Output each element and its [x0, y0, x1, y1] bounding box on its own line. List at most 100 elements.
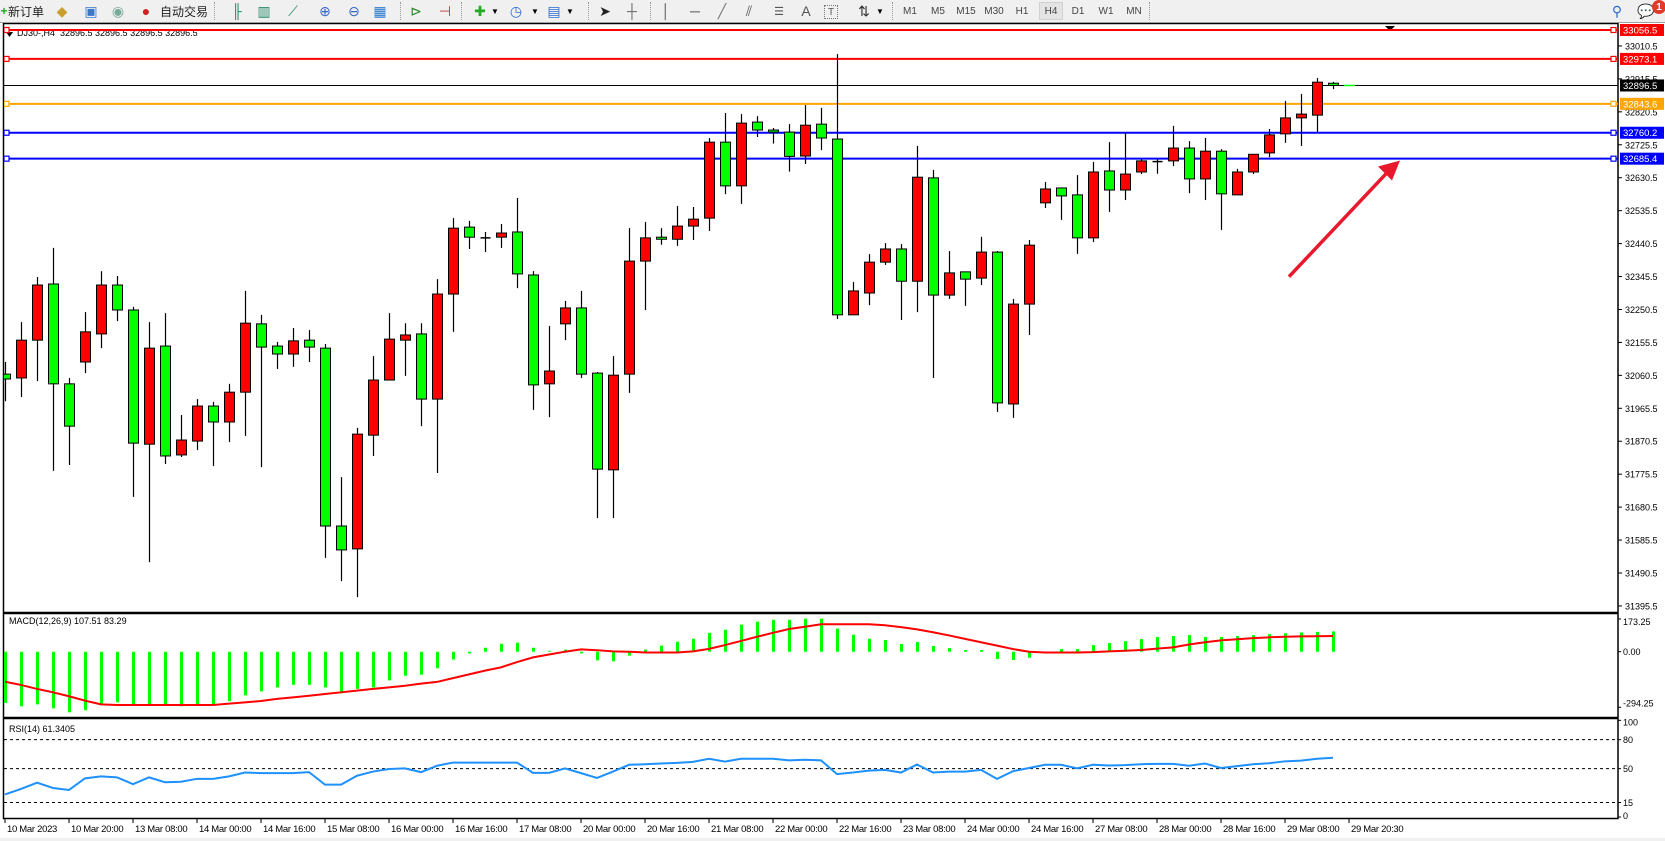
candlesticks-icon[interactable]: ▥ [257, 2, 271, 19]
time-label: 10 Mar 20:00 [71, 824, 123, 835]
candle-body [736, 122, 747, 187]
candle [112, 276, 123, 322]
text-label-icon[interactable]: T [824, 5, 838, 19]
search-icon[interactable]: ⚲ [1611, 2, 1623, 19]
candle-body [16, 339, 27, 379]
price-tick-label: 32725.5 [1625, 140, 1658, 150]
indicators-icon[interactable]: ▤ [547, 2, 561, 19]
candle-body [416, 333, 427, 400]
chart-shift-icon[interactable]: ⊣ [438, 2, 452, 19]
horizontal-level-line-handle-left [4, 155, 10, 162]
candle [1104, 142, 1115, 212]
timeframe-w1[interactable]: W1 [1098, 5, 1114, 17]
new-order-icon[interactable]: + [0, 4, 8, 18]
periods-dropdown-icon[interactable]: ▼ [531, 6, 539, 16]
candle-body [1008, 303, 1019, 405]
toolbar-separator [461, 2, 464, 20]
candle [1088, 161, 1099, 243]
candle-body [800, 124, 811, 157]
candle [832, 54, 843, 320]
timeframe-mn[interactable]: MN [1126, 5, 1142, 17]
bid-line-price-box [1620, 79, 1664, 92]
bar-chart-icon[interactable]: ╟ [232, 3, 242, 19]
timeframe-h4[interactable]: H4 [1039, 2, 1063, 20]
candle-body [928, 177, 939, 296]
fibonacci-icon[interactable]: ☰ [774, 5, 784, 18]
candle [336, 477, 347, 582]
candle-body [832, 138, 843, 316]
candle [160, 313, 171, 464]
horizontal-level-line-price-box [1620, 126, 1664, 139]
candle [240, 290, 251, 436]
signals-icon[interactable]: ◉ [111, 2, 125, 19]
new-chart-dropdown-icon[interactable]: ▼ [491, 6, 499, 16]
candle [1168, 125, 1179, 167]
candle [1264, 128, 1275, 158]
zoom-out-icon[interactable]: ⊖ [348, 2, 360, 19]
candle [528, 271, 539, 410]
text-icon[interactable]: A [801, 3, 811, 19]
candle-body [960, 271, 971, 280]
candle [816, 107, 827, 151]
horizontal-level-line-handle-left [4, 129, 10, 136]
candle-body [528, 274, 539, 386]
candle-body [1024, 244, 1035, 305]
timeframe-m15[interactable]: M15 [956, 5, 976, 17]
timeframe-h1[interactable]: H1 [1015, 5, 1029, 17]
candle [976, 236, 987, 286]
candle [656, 228, 667, 245]
timeframe-m5[interactable]: M5 [931, 5, 945, 17]
candle-body [1072, 194, 1083, 239]
candle [320, 343, 331, 558]
cursor-icon[interactable]: ➤ [599, 2, 611, 19]
data-window-icon[interactable]: ▣ [84, 2, 98, 19]
tile-windows-icon[interactable]: ▦ [373, 2, 387, 19]
chat-icon[interactable]: 💬 [1637, 2, 1655, 19]
candle [848, 281, 859, 316]
candle [480, 231, 491, 253]
horizontal-line-icon[interactable]: ─ [690, 3, 700, 19]
new-order-button[interactable]: 新订单 [7, 4, 44, 19]
candle [1328, 81, 1339, 90]
crosshair-icon[interactable]: ┼ [627, 3, 637, 19]
new-chart-icon[interactable]: ✚ [474, 2, 486, 19]
zoom-in-icon[interactable]: ⊕ [319, 2, 331, 19]
candle-body [304, 339, 315, 348]
auto-trading-icon[interactable]: ● [141, 3, 151, 19]
equidistant-channel-icon[interactable]: ⫽ [745, 2, 753, 19]
candle [4, 362, 11, 402]
auto-scroll-icon[interactable]: ⊳ [410, 2, 422, 19]
candle-body [64, 383, 75, 427]
candle-body [4, 373, 11, 380]
timeframe-m1[interactable]: M1 [903, 5, 917, 17]
candle [448, 218, 459, 332]
chart-window[interactable]: DJ30-,H4 32896.5 32896.5 32896.5 32896.5 3… [0, 23, 1665, 841]
candle-body [864, 261, 875, 294]
time-label: 29 Mar 08:00 [1287, 824, 1339, 835]
timeframe-m30[interactable]: M30 [984, 5, 1004, 17]
candle-body [992, 251, 1003, 404]
vertical-line-icon[interactable]: │ [661, 3, 671, 19]
indicators-dropdown-icon[interactable]: ▼ [566, 6, 574, 16]
toolbar-separator [214, 2, 217, 20]
candle [368, 356, 379, 456]
time-label: 29 Mar 20:30 [1351, 824, 1403, 835]
candle [752, 116, 763, 137]
bid-line-price-label: 32896.5 [1623, 81, 1657, 92]
arrows-dropdown-icon[interactable]: ▼ [876, 6, 884, 16]
trendline-icon[interactable]: ╱ [717, 2, 727, 19]
notification-badge[interactable]: 1 [1652, 0, 1665, 14]
market-watch-icon[interactable]: ◆ [56, 2, 68, 19]
line-chart-icon[interactable]: ⟋ [288, 2, 298, 19]
candle-body [688, 218, 699, 227]
horizontal-level-line-handle-left [4, 55, 10, 63]
candle-body [816, 123, 827, 139]
candle [560, 300, 571, 341]
timeframe-d1[interactable]: D1 [1071, 5, 1085, 17]
candle [128, 306, 139, 497]
periods-clock-icon[interactable]: ◷ [509, 2, 523, 19]
auto-trading-button[interactable]: 自动交易 [159, 4, 208, 19]
candle-body [704, 141, 715, 219]
candle [640, 221, 651, 310]
arrows-icon[interactable]: ⇅ [858, 2, 870, 19]
